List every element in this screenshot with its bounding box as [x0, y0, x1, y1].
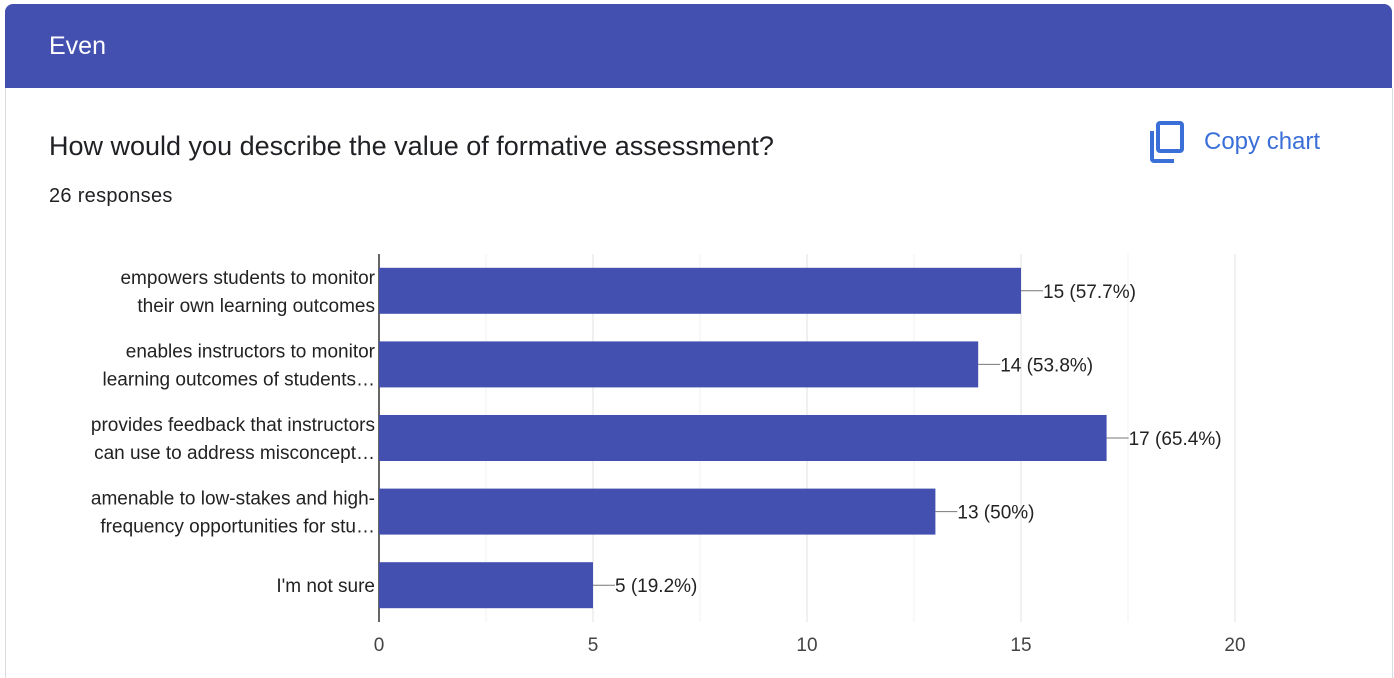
category-label: can use to address misconcept…: [94, 443, 375, 464]
x-tick-label: 10: [796, 635, 817, 656]
category-label: frequency opportunities for stu…: [100, 517, 375, 538]
x-tick-label: 0: [374, 635, 385, 656]
category-label: learning outcomes of students…: [103, 369, 376, 390]
bar: [379, 341, 979, 388]
category-label: empowers students to monitor: [120, 268, 375, 289]
data-label: 13 (50%): [957, 503, 1034, 524]
category-label: I'm not sure: [276, 576, 375, 597]
header-bar: Even: [5, 4, 1392, 88]
copy-chart-label: Copy chart: [1204, 128, 1321, 155]
x-tick-label: 20: [1224, 635, 1245, 656]
data-label: 14 (53.8%): [1000, 355, 1093, 376]
x-tick-label: 5: [588, 635, 599, 656]
bar: [379, 267, 1021, 314]
copy-chart-button[interactable]: Copy chart: [1148, 120, 1320, 164]
data-label: 15 (57.7%): [1043, 282, 1136, 303]
data-label: 5 (19.2%): [615, 576, 697, 597]
category-label: amenable to low-stakes and high-: [91, 489, 375, 510]
copy-icon: [1150, 121, 1184, 163]
header-title: Even: [49, 32, 106, 60]
bar: [379, 562, 593, 609]
category-label: their own learning outcomes: [137, 296, 375, 317]
response-count: 26 responses: [49, 185, 173, 207]
category-label: enables instructors to monitor: [126, 341, 376, 362]
question-title: How would you describe the value of form…: [49, 131, 774, 161]
data-label: 17 (65.4%): [1129, 429, 1222, 450]
bar: [379, 415, 1107, 461]
bar: [379, 488, 936, 535]
category-label: provides feedback that instructors: [91, 415, 375, 436]
x-tick-label: 15: [1010, 635, 1031, 656]
